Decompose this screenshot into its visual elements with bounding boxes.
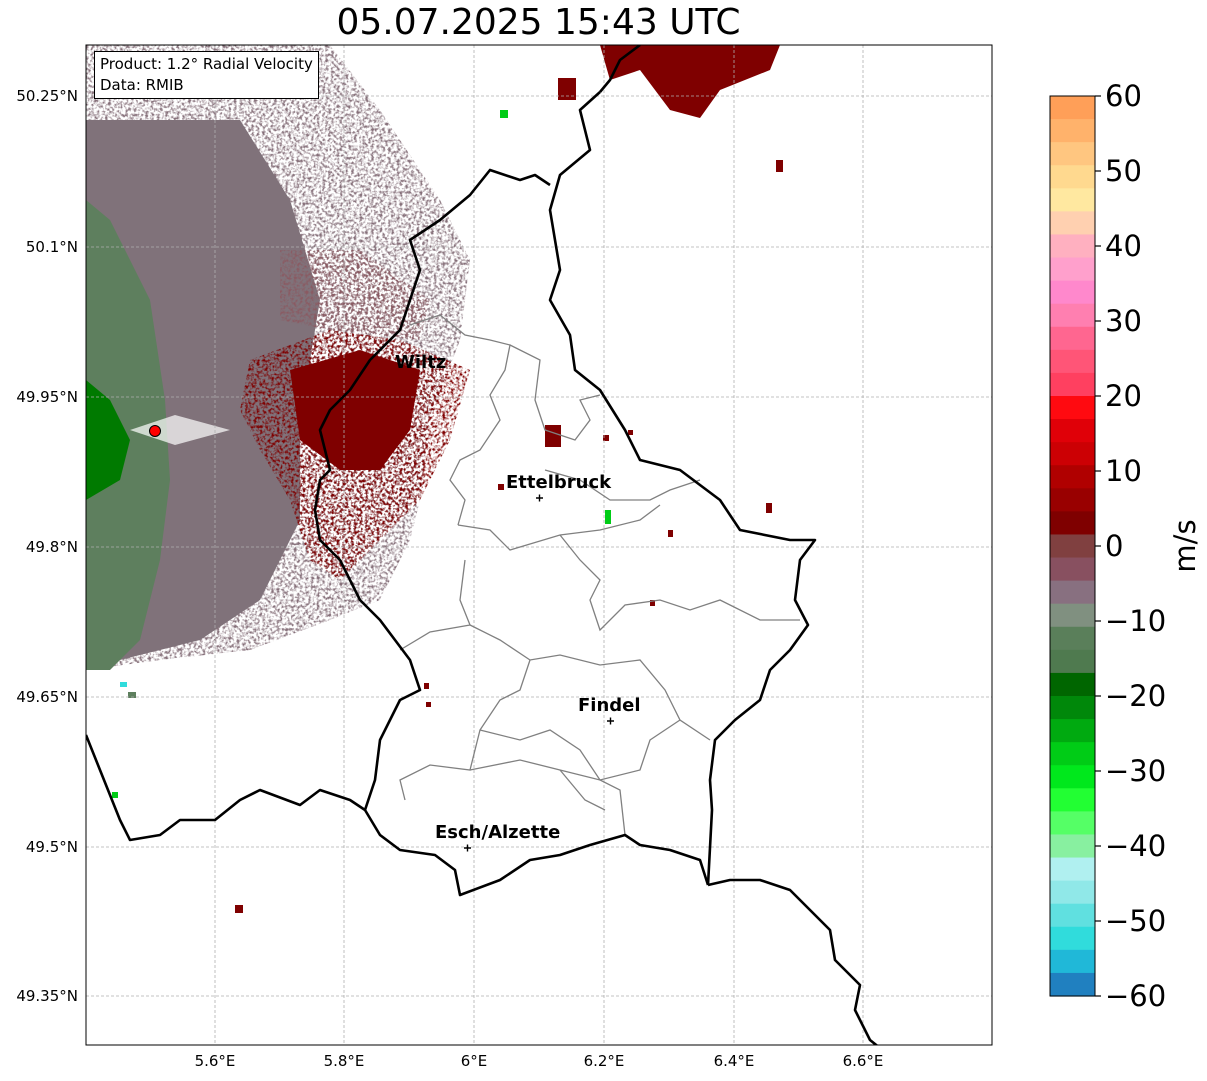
colorbar-tick: −40 xyxy=(1105,829,1166,863)
colorbar-tick: 40 xyxy=(1105,229,1142,263)
colorbar-segment xyxy=(1050,626,1095,651)
colorbar-segment xyxy=(1050,742,1095,766)
colorbar-segment xyxy=(1050,788,1095,812)
colorbar-segment xyxy=(1050,234,1095,259)
longitude-ticks: 5.6°E 5.8°E 6°E 6.2°E 6.4°E 6.6°E xyxy=(195,1052,884,1070)
map-title: 05.07.2025 15:43 UTC xyxy=(336,2,741,43)
colorbar-segment xyxy=(1050,349,1095,374)
lon-tick: 6°E xyxy=(461,1052,488,1070)
colorbar-tick: −50 xyxy=(1105,904,1166,938)
lon-tick: 6.2°E xyxy=(584,1052,625,1070)
colorbar-segment xyxy=(1050,972,1095,997)
lat-tick: 50.25°N xyxy=(16,87,78,105)
lat-tick: 49.35°N xyxy=(16,987,78,1005)
colorbar-segment xyxy=(1050,534,1095,559)
city-labels: Wiltz Ettelbruck Findel Esch/Alzette xyxy=(395,352,641,852)
city-markers xyxy=(464,494,614,852)
colorbar-segment xyxy=(1050,188,1095,212)
colorbar-segment xyxy=(1050,719,1095,743)
colorbar-tick: −30 xyxy=(1105,754,1166,788)
product-info-box: Product: 1.2° Radial Velocity Data: RMIB xyxy=(94,51,319,99)
colorbar-segment xyxy=(1050,396,1095,420)
colorbar-segment xyxy=(1050,465,1095,489)
country-border xyxy=(86,45,879,1045)
radar-site-marker xyxy=(149,425,161,437)
lat-tick: 50.1°N xyxy=(26,238,78,256)
colorbar-segment xyxy=(1050,165,1095,189)
colorbar-segment xyxy=(1050,926,1095,951)
canton-borders xyxy=(399,314,800,836)
colorbar-tick: −10 xyxy=(1105,604,1166,638)
colorbar-segment xyxy=(1050,834,1095,859)
colorbar-segment xyxy=(1050,280,1095,305)
colorbar-segment xyxy=(1050,672,1095,697)
city-label-esch: Esch/Alzette xyxy=(435,822,560,843)
colorbar-label: m/s xyxy=(1168,519,1202,572)
city-label-wiltz: Wiltz xyxy=(395,352,446,373)
colorbar-segment xyxy=(1050,442,1095,466)
colorbar-segment xyxy=(1050,419,1095,443)
lat-tick: 49.5°N xyxy=(26,838,78,856)
colorbar-segment xyxy=(1050,257,1095,282)
colorbar-segment xyxy=(1050,603,1095,628)
colorbar-segment xyxy=(1050,488,1095,512)
colorbar-segment xyxy=(1050,372,1095,397)
lon-tick: 6.6°E xyxy=(843,1052,884,1070)
colorbar-ticks: 60 50 40 30 20 10 0 −10 −20 −30 −40 −50 … xyxy=(1095,79,1166,1013)
map-frame xyxy=(85,44,993,1046)
city-label-ettelbruck: Ettelbruck xyxy=(506,472,612,493)
colorbar-tick: −60 xyxy=(1105,979,1166,1013)
lon-tick: 5.6°E xyxy=(195,1052,236,1070)
colorbar-segment xyxy=(1050,696,1095,720)
data-source-line: Data: RMIB xyxy=(100,76,184,94)
colorbar-tick: 10 xyxy=(1105,454,1142,488)
colorbar-segment xyxy=(1050,96,1095,120)
lon-tick: 5.8°E xyxy=(324,1052,365,1070)
colorbar-tick: −20 xyxy=(1105,679,1166,713)
colorbar-segment xyxy=(1050,142,1095,166)
colorbar-segment xyxy=(1050,119,1095,143)
colorbar-segment xyxy=(1050,303,1095,328)
lon-tick: 6.4°E xyxy=(714,1052,755,1070)
colorbar-tick: 0 xyxy=(1105,529,1123,563)
colorbar-segment xyxy=(1050,511,1095,536)
colorbar-tick: 30 xyxy=(1105,304,1142,338)
colorbar-segment xyxy=(1050,580,1095,605)
colorbar-tick: 50 xyxy=(1105,154,1142,188)
colorbar-segment xyxy=(1050,649,1095,674)
velocity-field xyxy=(86,45,783,913)
colorbar-segment xyxy=(1050,857,1095,882)
colorbar-segment xyxy=(1050,326,1095,351)
colorbar-segment xyxy=(1050,557,1095,582)
colorbar-tick: 20 xyxy=(1105,379,1142,413)
colorbar-segment xyxy=(1050,765,1095,789)
product-line: Product: 1.2° Radial Velocity xyxy=(100,55,313,73)
lat-tick: 49.65°N xyxy=(16,688,78,706)
colorbar xyxy=(1050,96,1095,997)
city-label-findel: Findel xyxy=(578,695,641,716)
colorbar-segment xyxy=(1050,903,1095,928)
latitude-ticks: 50.25°N 50.1°N 49.95°N 49.8°N 49.65°N 49… xyxy=(16,87,78,1005)
colorbar-segment xyxy=(1050,811,1095,836)
colorbar-segment xyxy=(1050,880,1095,905)
lat-tick: 49.8°N xyxy=(26,538,78,556)
colorbar-segment xyxy=(1050,949,1095,974)
colorbar-segment xyxy=(1050,211,1095,236)
colorbar-tick: 60 xyxy=(1105,79,1142,113)
lat-tick: 49.95°N xyxy=(16,388,78,406)
graticule xyxy=(86,45,992,1045)
